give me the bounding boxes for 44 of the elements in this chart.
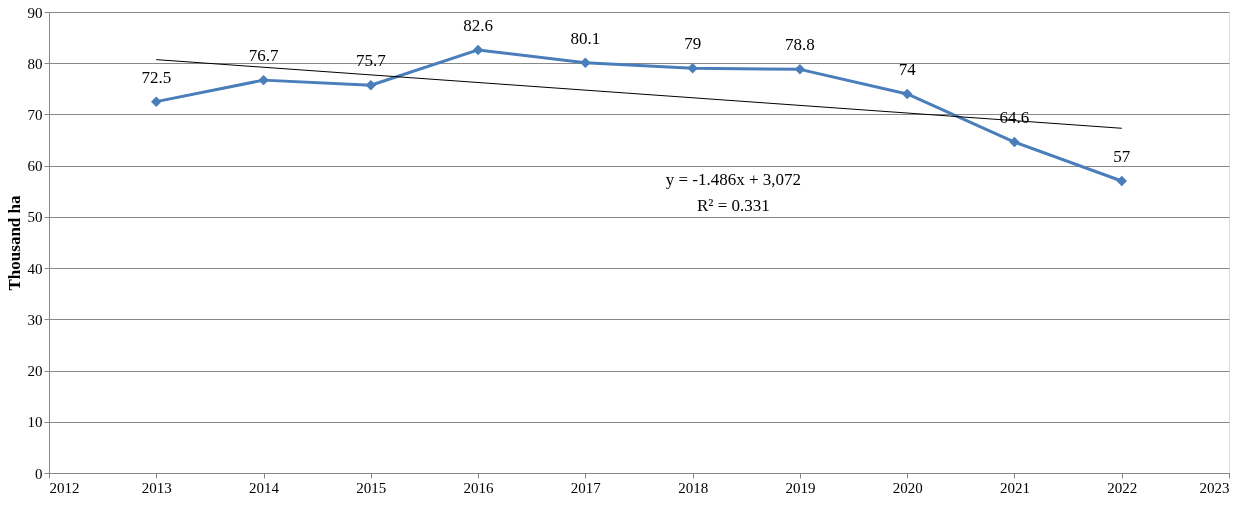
x-tick-label: 2023: [1199, 479, 1230, 496]
x-tick-label: 2022: [1107, 479, 1138, 496]
annotation: R² = 0.331: [697, 196, 770, 216]
x-tick-label: 2014: [249, 479, 280, 496]
x-tick-label: 2017: [570, 479, 602, 496]
y-tick-label: 50: [27, 209, 43, 226]
point: [1009, 136, 1020, 148]
y-axis-title: Thousand ha: [4, 195, 24, 291]
x-tick-label: 2019: [785, 479, 816, 496]
point: [151, 96, 162, 107]
point: [1116, 175, 1127, 187]
y-tick-label: 60: [27, 158, 43, 175]
data-label: 82.6: [463, 15, 493, 35]
point: [365, 80, 377, 91]
data-label: 72.5: [141, 67, 172, 87]
x-tick-label: 2021: [999, 479, 1030, 496]
point: [901, 88, 913, 100]
point: [258, 74, 269, 86]
data-label: 75.7: [355, 51, 387, 71]
data-label: 78.8: [785, 35, 815, 55]
y-tick-label: 30: [27, 311, 43, 328]
point: [687, 63, 698, 74]
y-tick-label: 80: [27, 55, 43, 72]
x-tick-label: 2013: [141, 479, 172, 496]
x-tick-label: 2020: [892, 479, 923, 496]
y-tick-label: 20: [27, 363, 43, 380]
x-tick-label: 2016: [463, 479, 495, 496]
data-label: 74: [898, 59, 917, 79]
point: [580, 57, 591, 68]
point: [794, 64, 806, 75]
y-tick-label: 40: [27, 260, 43, 277]
y-tick-label: 10: [27, 414, 43, 431]
x-tick-label: 2012: [49, 479, 80, 496]
data-label: 79: [684, 34, 702, 54]
x-tick-label: 2018: [678, 479, 709, 496]
data-label: 57: [1113, 147, 1131, 167]
point: [472, 44, 484, 56]
data-label: 76.7: [248, 46, 279, 66]
y-tick-label: 90: [27, 4, 43, 21]
annotation: y = -1.486x + 3,072: [665, 170, 802, 190]
data-label: 80.1: [570, 28, 601, 48]
y-tick-label: 0: [35, 465, 43, 482]
y-tick-label: 70: [27, 106, 43, 123]
x-tick-label: 2015: [356, 479, 387, 496]
